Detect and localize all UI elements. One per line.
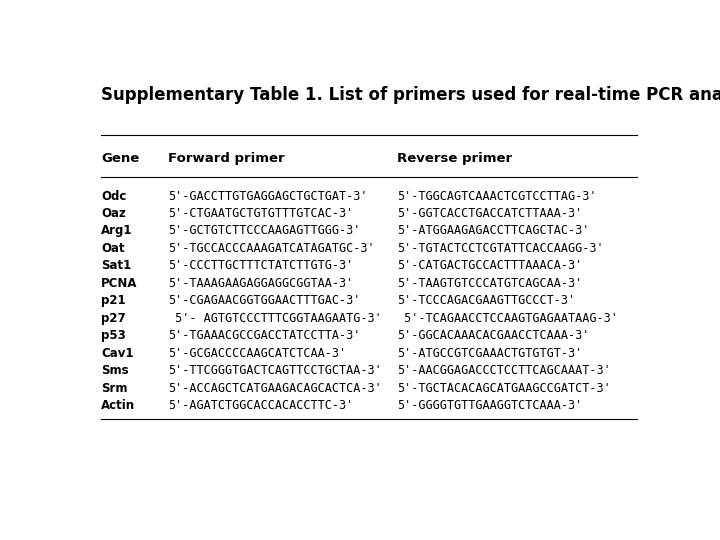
Text: Oaz: Oaz [101,207,126,220]
Text: 5'-AACGGAGACCCTCCTTCAGCAAAT-3': 5'-AACGGAGACCCTCCTTCAGCAAAT-3' [397,364,611,377]
Text: 5'-CATGACTGCCACTTTAAACA-3': 5'-CATGACTGCCACTTTAAACA-3' [397,259,582,272]
Text: 5'-GCTGTCTTCCCAAGAGTTGGG-3': 5'-GCTGTCTTCCCAAGAGTTGGG-3' [168,225,361,238]
Text: Reverse primer: Reverse primer [397,152,512,165]
Text: 5'-TGTACTCCTCGTATTCACCAAGG-3': 5'-TGTACTCCTCGTATTCACCAAGG-3' [397,242,603,255]
Text: 5'-TAAGTGTCCCATGTCAGCAA-3': 5'-TAAGTGTCCCATGTCAGCAA-3' [397,277,582,290]
Text: 5'-GACCTTGTGAGGAGCTGCTGAT-3': 5'-GACCTTGTGAGGAGCTGCTGAT-3' [168,190,368,202]
Text: 5'-ACCAGCTCATGAAGACAGCACTCA-3': 5'-ACCAGCTCATGAAGACAGCACTCA-3' [168,382,382,395]
Text: 5'-AGATCTGGCACCACACCTTC-3': 5'-AGATCTGGCACCACACCTTC-3' [168,399,354,412]
Text: 5'-TGCCACCCAAAGATCATAGATGC-3': 5'-TGCCACCCAAAGATCATAGATGC-3' [168,242,374,255]
Text: 5'-ATGCCGTCGAAACTGTGTGT-3': 5'-ATGCCGTCGAAACTGTGTGT-3' [397,347,582,360]
Text: Srm: Srm [101,382,127,395]
Text: Sat1: Sat1 [101,259,132,272]
Text: 5'-TAAAGAAGAGGAGGCGGTAA-3': 5'-TAAAGAAGAGGAGGCGGTAA-3' [168,277,354,290]
Text: 5'- AGTGTCCCTTTCGGTAAGAATG-3': 5'- AGTGTCCCTTTCGGTAAGAATG-3' [168,312,382,325]
Text: Oat: Oat [101,242,125,255]
Text: 5'-CGAGAACGGTGGAACTTTGAC-3': 5'-CGAGAACGGTGGAACTTTGAC-3' [168,294,361,307]
Text: Forward primer: Forward primer [168,152,284,165]
Text: Gene: Gene [101,152,140,165]
Text: 5'-TGAAACGCCGACCTATCCTTA-3': 5'-TGAAACGCCGACCTATCCTTA-3' [168,329,361,342]
Text: 5'-CTGAATGCTGTGTTTGTCAC-3': 5'-CTGAATGCTGTGTTTGTCAC-3' [168,207,354,220]
Text: 5'-GCGACCCCAAGCATCTCAA-3': 5'-GCGACCCCAAGCATCTCAA-3' [168,347,346,360]
Text: p27: p27 [101,312,126,325]
Text: Sms: Sms [101,364,129,377]
Text: 5'-GGTCACCTGACCATCTTAAA-3': 5'-GGTCACCTGACCATCTTAAA-3' [397,207,582,220]
Text: 5'-CCCTTGCTTTCTATCTTGTG-3': 5'-CCCTTGCTTTCTATCTTGTG-3' [168,259,354,272]
Text: p53: p53 [101,329,126,342]
Text: Supplementary Table 1. List of primers used for real-time PCR analysis: Supplementary Table 1. List of primers u… [101,85,720,104]
Text: 5'-GGGGTGTTGAAGGTCTCAAA-3': 5'-GGGGTGTTGAAGGTCTCAAA-3' [397,399,582,412]
Text: 5'-TCAGAACCTCCAAGTGAGAATAAG-3': 5'-TCAGAACCTCCAAGTGAGAATAAG-3' [397,312,618,325]
Text: Arg1: Arg1 [101,225,132,238]
Text: 5'-TTCGGGTGACTCAGTTCCTGCTAA-3': 5'-TTCGGGTGACTCAGTTCCTGCTAA-3' [168,364,382,377]
Text: 5'-ATGGAAGAGACCTTCAGCTAC-3': 5'-ATGGAAGAGACCTTCAGCTAC-3' [397,225,589,238]
Text: 5'-GGCACAAACACGAACCTCAAA-3': 5'-GGCACAAACACGAACCTCAAA-3' [397,329,589,342]
Text: p21: p21 [101,294,126,307]
Text: Cav1: Cav1 [101,347,134,360]
Text: PCNA: PCNA [101,277,138,290]
Text: 5'-TGGCAGTCAAACTCGTCCTTAG-3': 5'-TGGCAGTCAAACTCGTCCTTAG-3' [397,190,596,202]
Text: 5'-TGCTACACAGCATGAAGCCGATCT-3': 5'-TGCTACACAGCATGAAGCCGATCT-3' [397,382,611,395]
Text: Odc: Odc [101,190,127,202]
Text: Actin: Actin [101,399,135,412]
Text: 5'-TCCCAGACGAAGTTGCCCT-3': 5'-TCCCAGACGAAGTTGCCCT-3' [397,294,575,307]
